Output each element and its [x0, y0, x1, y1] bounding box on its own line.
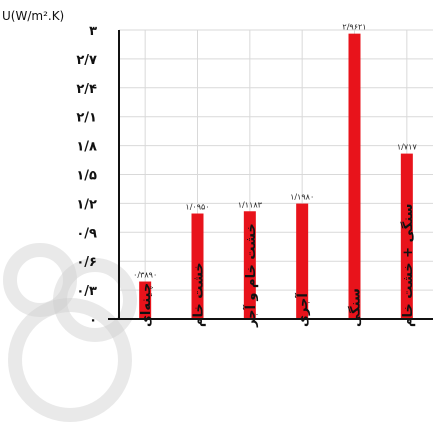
y-axis-label: U(W/m².K): [2, 9, 64, 23]
bar: [400, 153, 413, 319]
bars: [139, 33, 413, 319]
data-label: ۱/۱۱۸۳: [238, 200, 263, 209]
y-tick-labels: ۰ ۰/۳ ۰/۶ ۰/۹ ۱/۲ ۱/۵ ۱/۸ ۲/۱ ۲/۴ ۲/۷ ۳: [76, 24, 97, 328]
background-decoration: [3, 243, 137, 422]
y-tick-label: ۱/۸: [76, 140, 97, 155]
x-tick-label: خشت خام و آجر: [242, 223, 259, 328]
y-tick-label: ۲/۱: [76, 111, 97, 126]
y-tick-label: ۱/۲: [76, 197, 97, 212]
y-tick-label: ۰: [89, 313, 97, 328]
x-tick-label: چینه‌ای: [139, 283, 154, 327]
bar: [191, 213, 204, 319]
x-tick-label: آجری: [294, 293, 311, 327]
bar: [243, 211, 256, 319]
y-tick-label: ۰/۶: [76, 255, 97, 270]
x-tick-labels: چینه‌ای خشت خام خشت خام و آجر آجری سنگی سنگی …: [139, 204, 416, 328]
y-tick-label: ۰/۳: [76, 284, 97, 299]
y-tick-label: ۰/۹: [76, 226, 97, 241]
data-labels: ۰/۳۸۹۰ ۱/۰۹۵۰ ۱/۱۱۸۳ ۱/۱۹۸۰ ۲/۹۶۲۱ ۱/۷۱۷: [133, 23, 417, 280]
data-label: ۱/۱۹۸۰: [290, 193, 314, 202]
y-tick-label: ۲/۷: [76, 53, 97, 68]
bar: [348, 33, 361, 319]
bar: [139, 281, 152, 319]
data-label: ۱/۷۱۷: [397, 143, 418, 152]
data-label: ۲/۹۶۲۱: [342, 23, 366, 32]
y-tick-label: ۳: [89, 24, 97, 39]
bar: [296, 203, 309, 319]
x-tick-label: سنگی: [348, 288, 364, 327]
x-tick-label: خشت خام: [192, 262, 207, 327]
gridlines: [119, 29, 433, 319]
data-label: ۰/۳۸۹۰: [133, 271, 157, 280]
y-tick-label: ۱/۵: [76, 169, 97, 184]
x-tick-label: سنگی + خشت خام: [400, 204, 416, 327]
data-label: ۱/۰۹۵۰: [185, 203, 209, 212]
y-tick-label: ۲/۴: [76, 82, 97, 97]
